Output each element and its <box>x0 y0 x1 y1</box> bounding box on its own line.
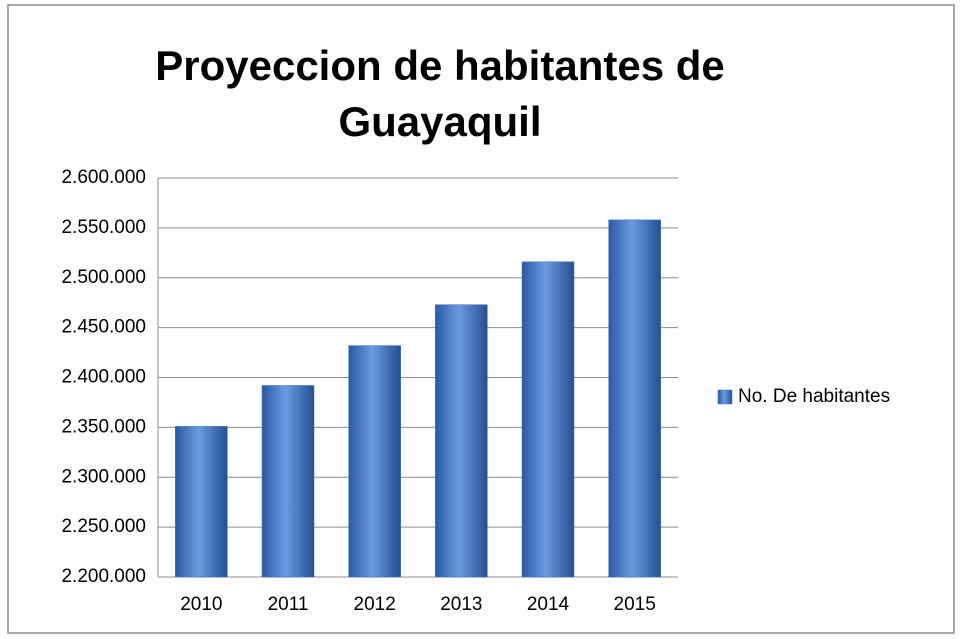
y-tick-label: 2.550.000 <box>61 217 146 238</box>
y-tick-label: 2.200.000 <box>61 566 146 587</box>
y-tick-label: 2.350.000 <box>61 416 146 437</box>
chart-title: Proyeccion de habitantes de Guayaquil <box>155 42 725 145</box>
x-tick-label: 2010 <box>180 594 222 615</box>
y-tick-label: 2.300.000 <box>61 466 146 487</box>
x-tick-label: 2011 <box>268 594 309 615</box>
bar <box>261 385 315 578</box>
bar <box>521 261 575 578</box>
x-tick-label: 2014 <box>527 594 570 615</box>
x-tick-label: 2015 <box>614 594 656 615</box>
y-tick-label: 2.600.000 <box>61 167 146 188</box>
bar <box>348 345 401 578</box>
legend-label: No. De habitantes <box>738 386 890 407</box>
legend-swatch <box>717 389 733 405</box>
x-tick-label: 2012 <box>354 594 396 615</box>
y-tick-label: 2.250.000 <box>61 516 146 537</box>
bar <box>435 304 488 578</box>
y-tick-label: 2.400.000 <box>61 367 146 388</box>
x-tick-label: 2013 <box>440 594 482 615</box>
bar <box>175 426 228 578</box>
bar <box>608 219 661 578</box>
y-tick-label: 2.450.000 <box>61 317 146 338</box>
y-tick-label: 2.500.000 <box>61 267 146 288</box>
